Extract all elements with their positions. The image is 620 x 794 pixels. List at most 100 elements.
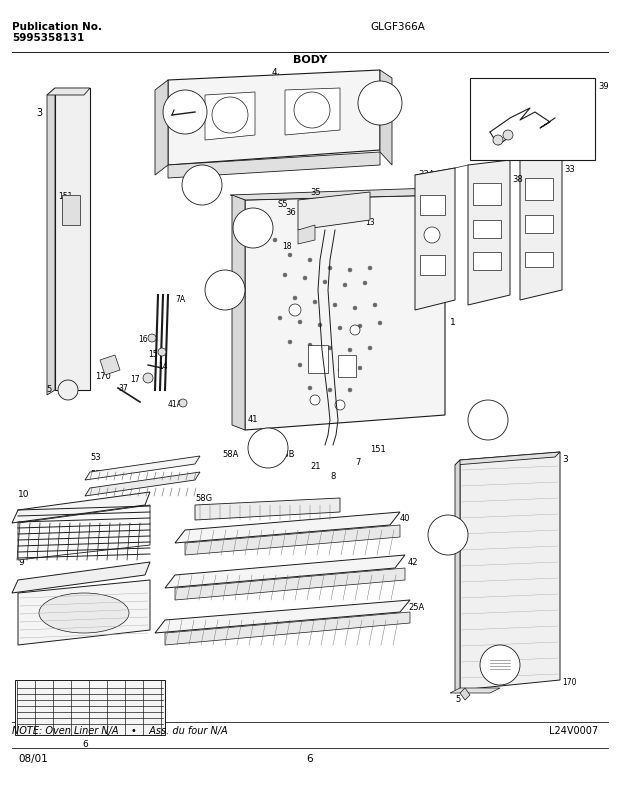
Polygon shape xyxy=(232,195,245,430)
Text: 53: 53 xyxy=(90,453,100,462)
Circle shape xyxy=(368,346,372,350)
Circle shape xyxy=(318,366,322,370)
Polygon shape xyxy=(47,88,55,395)
Text: 7A: 7A xyxy=(175,295,185,304)
Polygon shape xyxy=(85,472,200,496)
Circle shape xyxy=(323,280,327,283)
Circle shape xyxy=(308,258,312,262)
Text: 58G: 58G xyxy=(195,494,212,503)
Circle shape xyxy=(480,645,520,685)
Text: 5995358131: 5995358131 xyxy=(12,33,84,43)
Circle shape xyxy=(328,346,332,350)
Text: 4: 4 xyxy=(272,68,278,77)
Text: 35: 35 xyxy=(310,188,321,197)
Circle shape xyxy=(348,388,352,391)
Circle shape xyxy=(303,276,307,279)
Polygon shape xyxy=(12,562,150,593)
Polygon shape xyxy=(450,688,500,693)
Text: 58B: 58B xyxy=(278,450,294,459)
Bar xyxy=(420,195,445,215)
Text: 33: 33 xyxy=(564,165,575,174)
Text: 2: 2 xyxy=(340,212,345,221)
Text: BODY: BODY xyxy=(293,55,327,65)
Polygon shape xyxy=(175,512,400,543)
Polygon shape xyxy=(245,195,445,430)
Text: 8: 8 xyxy=(330,472,335,481)
Polygon shape xyxy=(285,88,340,135)
Text: 88: 88 xyxy=(302,218,311,227)
Text: 6: 6 xyxy=(307,754,313,764)
Text: L24V0007: L24V0007 xyxy=(549,726,598,736)
Circle shape xyxy=(358,324,362,328)
Text: 42: 42 xyxy=(408,558,419,567)
Circle shape xyxy=(308,386,312,390)
Circle shape xyxy=(503,130,513,140)
Text: 72: 72 xyxy=(219,286,231,295)
Polygon shape xyxy=(415,168,455,310)
Text: 5: 5 xyxy=(455,695,460,704)
Text: 30: 30 xyxy=(374,98,386,107)
Circle shape xyxy=(368,266,372,270)
Circle shape xyxy=(294,92,330,128)
Bar xyxy=(473,252,501,270)
Polygon shape xyxy=(205,92,255,140)
Bar xyxy=(525,178,553,200)
Circle shape xyxy=(310,395,320,405)
Circle shape xyxy=(182,165,222,205)
Text: NOTE: Oven Liner N/A    •    Ass. du four N/A: NOTE: Oven Liner N/A • Ass. du four N/A xyxy=(12,726,228,736)
Polygon shape xyxy=(100,355,120,375)
Circle shape xyxy=(335,400,345,410)
Circle shape xyxy=(233,208,273,248)
Text: 3: 3 xyxy=(562,455,568,464)
Circle shape xyxy=(333,303,337,306)
Circle shape xyxy=(288,253,292,256)
Text: 151: 151 xyxy=(58,192,73,201)
Text: 33A: 33A xyxy=(418,170,435,179)
Text: 25A: 25A xyxy=(408,603,424,612)
Polygon shape xyxy=(47,88,90,95)
Bar xyxy=(470,78,595,160)
Circle shape xyxy=(283,273,287,277)
Circle shape xyxy=(308,343,312,347)
Bar xyxy=(62,195,80,225)
Text: 170: 170 xyxy=(562,678,577,687)
Circle shape xyxy=(148,334,156,342)
Polygon shape xyxy=(230,188,445,200)
Text: S5: S5 xyxy=(278,200,288,209)
Polygon shape xyxy=(298,225,315,244)
Polygon shape xyxy=(468,160,510,305)
Ellipse shape xyxy=(39,593,129,633)
Circle shape xyxy=(348,349,352,352)
Polygon shape xyxy=(455,460,460,693)
Circle shape xyxy=(428,515,468,555)
Polygon shape xyxy=(55,88,90,390)
Text: 14: 14 xyxy=(158,362,167,371)
Polygon shape xyxy=(460,688,470,700)
Polygon shape xyxy=(165,612,410,645)
Polygon shape xyxy=(168,70,380,165)
Text: GLGF366A: GLGF366A xyxy=(370,22,425,32)
Polygon shape xyxy=(195,498,340,520)
Text: 30A: 30A xyxy=(176,107,194,117)
Text: 41A: 41A xyxy=(168,400,183,409)
Circle shape xyxy=(338,326,342,330)
Text: 13: 13 xyxy=(365,218,374,227)
Circle shape xyxy=(212,97,248,133)
Text: 17: 17 xyxy=(130,375,140,384)
Polygon shape xyxy=(155,600,410,633)
Text: 3: 3 xyxy=(36,108,42,118)
Circle shape xyxy=(363,281,367,285)
Text: 7: 7 xyxy=(355,458,360,467)
Circle shape xyxy=(163,90,207,134)
Polygon shape xyxy=(85,456,200,480)
Text: 58A: 58A xyxy=(222,450,238,459)
Text: 9: 9 xyxy=(18,558,24,567)
Circle shape xyxy=(158,348,166,356)
Text: 6: 6 xyxy=(82,740,88,749)
Text: 18: 18 xyxy=(282,242,291,251)
Polygon shape xyxy=(455,452,560,465)
Bar xyxy=(338,355,356,377)
Circle shape xyxy=(378,322,382,325)
Bar xyxy=(308,345,328,373)
Text: 170: 170 xyxy=(95,372,111,381)
